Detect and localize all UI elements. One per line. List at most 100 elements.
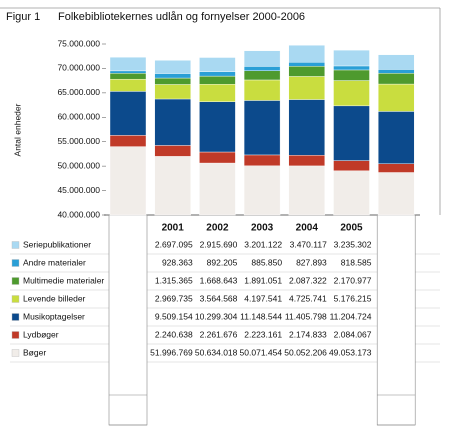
- legend-label: Bøger: [23, 347, 46, 357]
- table-value: 51.996.769: [150, 347, 193, 357]
- table-value: 2.261.676: [200, 329, 238, 339]
- bar-segment: [199, 101, 236, 153]
- bar-segment: [378, 83, 415, 112]
- chart-title: Folkebibliotekernes udlån og fornyelser …: [58, 11, 305, 23]
- y-tick-label: 45.000.000: [57, 185, 100, 195]
- table-value: 3.201.122: [244, 239, 282, 249]
- bar-segment: [378, 111, 415, 164]
- bar-segment: [288, 62, 325, 67]
- bar-segment: [378, 73, 415, 85]
- bar-segment: [109, 91, 147, 136]
- legend-label: Levende billeder: [23, 293, 86, 303]
- year-label: 2003: [251, 223, 274, 234]
- bar-segment: [154, 60, 191, 74]
- column-cover: [108, 214, 148, 426]
- y-tick-label: 55.000.000: [57, 136, 100, 146]
- bar-segment: [243, 66, 281, 71]
- table-value: 10.299.304: [195, 311, 238, 321]
- y-tick-label: 50.000.000: [57, 160, 100, 170]
- table-value: 892.205: [207, 257, 238, 267]
- table-value: 50.634.018: [195, 347, 238, 357]
- bar-segment: [333, 80, 370, 107]
- bar-segment: [154, 73, 191, 79]
- bar-segment: [243, 70, 281, 81]
- table-value: 5.176.215: [334, 293, 372, 303]
- bar-segment: [288, 155, 325, 167]
- bar-segment: [243, 50, 281, 67]
- bar-segment: [288, 165, 325, 216]
- bar-segment: [199, 151, 236, 164]
- bar-segment: [109, 56, 147, 72]
- table-value: 928.363: [162, 257, 193, 267]
- y-tick-label: 65.000.000: [57, 87, 100, 97]
- bar-segment: [288, 76, 325, 100]
- bar-segment: [154, 145, 191, 157]
- legend-swatch: [11, 349, 20, 357]
- year-label: 2005: [340, 223, 363, 234]
- bar-segment: [243, 100, 281, 156]
- table-value: 50.071.454: [240, 347, 283, 357]
- bar-segment: [109, 146, 147, 216]
- table-value: 11.148.544: [240, 311, 282, 321]
- table-value: 2.697.095: [155, 239, 193, 249]
- table-value: 4.197.541: [244, 293, 282, 303]
- legend-label: Musikoptagelser: [23, 311, 85, 321]
- bar-segment: [378, 69, 415, 74]
- bar-segment: [154, 77, 191, 85]
- table-value: 2.240.638: [155, 329, 193, 339]
- table-value: 49.053.173: [329, 347, 372, 357]
- table-value: 1.315.365: [155, 275, 193, 285]
- bar-segment: [378, 54, 415, 70]
- bar-segment: [109, 135, 147, 147]
- bar-segment: [288, 66, 325, 77]
- legend-swatch: [11, 295, 20, 303]
- legend-swatch: [11, 331, 20, 339]
- bar-segment: [333, 160, 370, 171]
- table-value: 2.915.690: [200, 239, 238, 249]
- bar-segment: [109, 78, 147, 92]
- column-cover: [376, 214, 416, 426]
- bar-segment: [154, 98, 191, 146]
- table-value: 11.405.798: [285, 311, 327, 321]
- bar-segment: [199, 84, 236, 102]
- bar-segment: [199, 162, 236, 216]
- year-label: 2001: [162, 223, 185, 234]
- bar-segment: [243, 154, 281, 166]
- table-value: 3.235.302: [334, 239, 372, 249]
- y-tick-label: 70.000.000: [57, 63, 100, 73]
- legend-label: Multimedie materialer: [23, 275, 104, 285]
- bar-segment: [243, 165, 281, 216]
- bar-segment: [199, 57, 236, 72]
- bar-segment: [378, 172, 415, 216]
- table-value: 2.969.735: [155, 293, 193, 303]
- bar-segment: [109, 70, 147, 74]
- bar-segment: [154, 84, 191, 100]
- bar-segment: [109, 73, 147, 80]
- table-value: 4.725.741: [289, 293, 327, 303]
- table-value: 827.893: [296, 257, 327, 267]
- legend-label: Seriepublikationer: [23, 239, 91, 249]
- table-value: 1.891.051: [244, 275, 282, 285]
- legend-swatch: [11, 313, 20, 321]
- bar-segment: [333, 49, 370, 67]
- table-value: 818.585: [341, 257, 372, 267]
- table-value: 2.223.161: [244, 329, 282, 339]
- bar-segment: [154, 156, 191, 216]
- table-value: 2.084.067: [334, 329, 372, 339]
- bar-segment: [288, 45, 325, 63]
- y-tick-label: 75.000.000: [57, 38, 100, 48]
- legend-swatch: [11, 259, 20, 267]
- table-value: 2.170.977: [334, 275, 372, 285]
- year-label: 2004: [296, 223, 319, 234]
- table-value: 11.204.724: [330, 311, 372, 321]
- bar-segment: [333, 65, 370, 71]
- bar-segment: [333, 105, 370, 161]
- table-value: 1.668.643: [200, 275, 238, 285]
- legend-swatch: [11, 277, 20, 285]
- figure-label: Figur 1: [6, 11, 40, 23]
- table-value: 9.509.154: [155, 311, 193, 321]
- table-value: 885.850: [251, 257, 282, 267]
- bar-segment: [243, 79, 281, 101]
- table-value: 3.564.568: [200, 293, 238, 303]
